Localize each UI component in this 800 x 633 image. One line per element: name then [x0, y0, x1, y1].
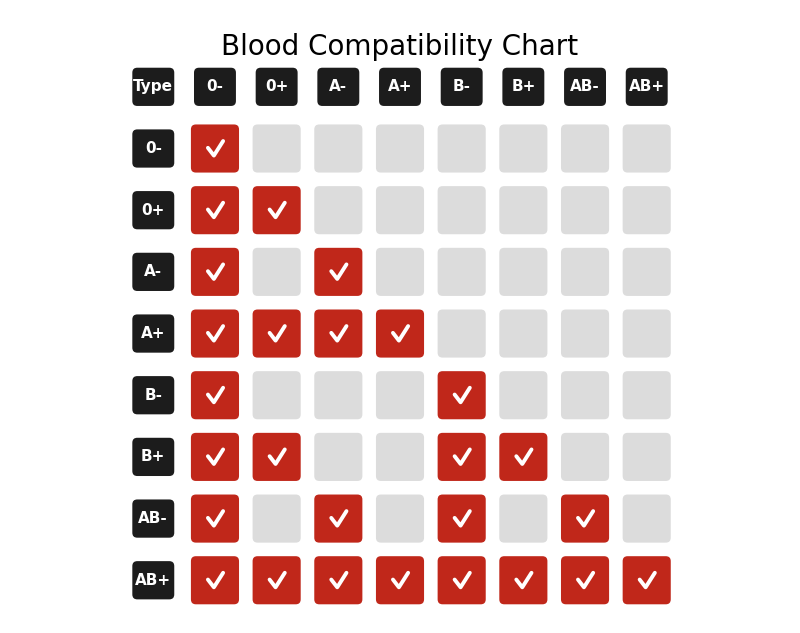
FancyBboxPatch shape: [561, 494, 609, 542]
FancyBboxPatch shape: [253, 433, 301, 481]
FancyBboxPatch shape: [253, 186, 301, 234]
FancyBboxPatch shape: [376, 186, 424, 234]
FancyBboxPatch shape: [191, 371, 239, 419]
FancyBboxPatch shape: [191, 248, 239, 296]
FancyBboxPatch shape: [438, 125, 486, 173]
FancyBboxPatch shape: [314, 186, 362, 234]
FancyBboxPatch shape: [318, 68, 359, 106]
FancyBboxPatch shape: [379, 68, 421, 106]
FancyBboxPatch shape: [499, 433, 547, 481]
FancyBboxPatch shape: [253, 310, 301, 358]
FancyBboxPatch shape: [438, 248, 486, 296]
FancyBboxPatch shape: [376, 371, 424, 419]
Text: AB+: AB+: [629, 79, 665, 94]
Text: B+: B+: [511, 79, 535, 94]
FancyBboxPatch shape: [253, 371, 301, 419]
FancyBboxPatch shape: [499, 310, 547, 358]
FancyBboxPatch shape: [314, 248, 362, 296]
FancyBboxPatch shape: [191, 310, 239, 358]
FancyBboxPatch shape: [132, 438, 174, 476]
FancyBboxPatch shape: [132, 129, 174, 168]
FancyBboxPatch shape: [376, 556, 424, 605]
FancyBboxPatch shape: [376, 125, 424, 173]
FancyBboxPatch shape: [499, 186, 547, 234]
FancyBboxPatch shape: [376, 310, 424, 358]
Text: A+: A+: [388, 79, 412, 94]
FancyBboxPatch shape: [132, 376, 174, 415]
FancyBboxPatch shape: [132, 499, 174, 537]
Text: Blood Compatibility Chart: Blood Compatibility Chart: [222, 33, 578, 61]
FancyBboxPatch shape: [314, 433, 362, 481]
FancyBboxPatch shape: [438, 371, 486, 419]
FancyBboxPatch shape: [438, 494, 486, 542]
FancyBboxPatch shape: [561, 248, 609, 296]
Text: A-: A-: [144, 265, 162, 279]
Text: Type: Type: [134, 79, 174, 94]
FancyBboxPatch shape: [438, 310, 486, 358]
FancyBboxPatch shape: [256, 68, 298, 106]
FancyBboxPatch shape: [253, 125, 301, 173]
FancyBboxPatch shape: [622, 433, 670, 481]
FancyBboxPatch shape: [622, 371, 670, 419]
FancyBboxPatch shape: [376, 433, 424, 481]
FancyBboxPatch shape: [314, 556, 362, 605]
FancyBboxPatch shape: [314, 371, 362, 419]
FancyBboxPatch shape: [376, 248, 424, 296]
FancyBboxPatch shape: [132, 315, 174, 353]
FancyBboxPatch shape: [499, 556, 547, 605]
FancyBboxPatch shape: [622, 186, 670, 234]
FancyBboxPatch shape: [191, 556, 239, 605]
FancyBboxPatch shape: [438, 186, 486, 234]
FancyBboxPatch shape: [194, 68, 236, 106]
FancyBboxPatch shape: [561, 125, 609, 173]
Text: 0-: 0-: [206, 79, 223, 94]
FancyBboxPatch shape: [132, 561, 174, 599]
FancyBboxPatch shape: [499, 248, 547, 296]
FancyBboxPatch shape: [626, 68, 668, 106]
FancyBboxPatch shape: [438, 556, 486, 605]
Text: AB-: AB-: [570, 79, 600, 94]
FancyBboxPatch shape: [502, 68, 544, 106]
Text: A+: A+: [141, 326, 166, 341]
FancyBboxPatch shape: [314, 494, 362, 542]
FancyBboxPatch shape: [132, 191, 174, 229]
FancyBboxPatch shape: [253, 556, 301, 605]
FancyBboxPatch shape: [622, 310, 670, 358]
Text: A-: A-: [330, 79, 347, 94]
FancyBboxPatch shape: [499, 371, 547, 419]
Text: AB-: AB-: [138, 511, 168, 526]
Text: B-: B-: [144, 388, 162, 403]
FancyBboxPatch shape: [622, 125, 670, 173]
FancyBboxPatch shape: [191, 433, 239, 481]
FancyBboxPatch shape: [376, 494, 424, 542]
Text: 0+: 0+: [142, 203, 165, 218]
FancyBboxPatch shape: [499, 494, 547, 542]
FancyBboxPatch shape: [561, 556, 609, 605]
FancyBboxPatch shape: [561, 186, 609, 234]
FancyBboxPatch shape: [564, 68, 606, 106]
FancyBboxPatch shape: [441, 68, 482, 106]
FancyBboxPatch shape: [561, 371, 609, 419]
FancyBboxPatch shape: [499, 125, 547, 173]
FancyBboxPatch shape: [622, 494, 670, 542]
Text: 0+: 0+: [265, 79, 288, 94]
FancyBboxPatch shape: [132, 68, 174, 106]
FancyBboxPatch shape: [191, 186, 239, 234]
FancyBboxPatch shape: [132, 253, 174, 291]
FancyBboxPatch shape: [622, 556, 670, 605]
Text: AB+: AB+: [135, 573, 171, 588]
FancyBboxPatch shape: [253, 248, 301, 296]
FancyBboxPatch shape: [561, 310, 609, 358]
FancyBboxPatch shape: [253, 494, 301, 542]
FancyBboxPatch shape: [622, 248, 670, 296]
FancyBboxPatch shape: [191, 125, 239, 173]
FancyBboxPatch shape: [561, 433, 609, 481]
FancyBboxPatch shape: [191, 494, 239, 542]
Text: B-: B-: [453, 79, 470, 94]
Text: 0-: 0-: [145, 141, 162, 156]
Text: B+: B+: [141, 449, 166, 465]
FancyBboxPatch shape: [314, 310, 362, 358]
FancyBboxPatch shape: [314, 125, 362, 173]
FancyBboxPatch shape: [438, 433, 486, 481]
